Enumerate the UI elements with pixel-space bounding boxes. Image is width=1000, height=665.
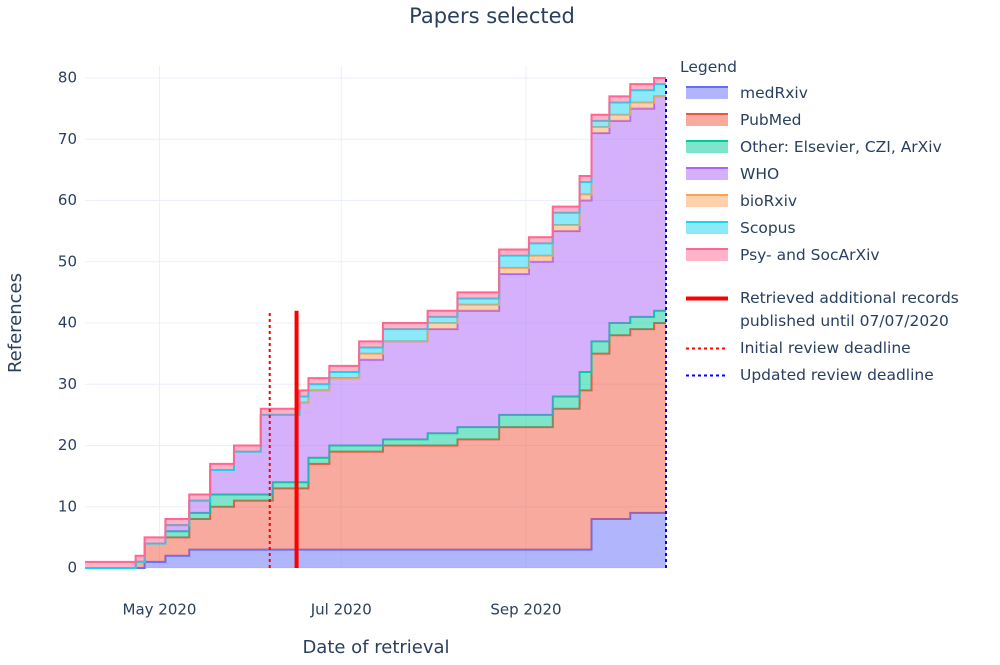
y-tick-label: 10 (58, 497, 77, 515)
legend-item[interactable]: Other: Elsevier, CZI, ArXiv (680, 136, 998, 159)
y-tick-label: 70 (58, 130, 77, 148)
legend-item[interactable]: Retrieved additional records published u… (680, 287, 998, 333)
legend-swatch (686, 248, 728, 261)
legend-item[interactable]: bioRxiv (680, 190, 998, 213)
legend-label: PubMed (740, 111, 802, 129)
legend-swatch (686, 86, 728, 99)
swatch-fill (686, 87, 728, 99)
chart-title: Papers selected (409, 4, 575, 28)
legend-swatch (686, 140, 728, 153)
y-tick-label: 0 (67, 559, 77, 577)
legend: Legend medRxiv PubMed Other: Elsevier, CZI… (680, 58, 998, 391)
legend-label: medRxiv (740, 84, 808, 102)
swatch-fill (686, 114, 728, 126)
swatch-fill (686, 249, 728, 261)
y-tick-label: 80 (58, 69, 77, 87)
area (85, 310, 666, 568)
y-tick-label: 20 (58, 436, 77, 454)
legend-label: Psy- and SocArXiv (740, 246, 880, 264)
legend-item[interactable]: Psy- and SocArXiv (680, 244, 998, 267)
legend-swatch (686, 221, 728, 234)
x-axis-title: Date of retrieval (302, 637, 449, 658)
swatch-fill (686, 222, 728, 234)
x-tick-label: Sep 2020 (490, 601, 561, 619)
legend-item[interactable]: PubMed (680, 109, 998, 132)
legend-swatch (686, 347, 728, 350)
swatch-fill (686, 141, 728, 153)
legend-label: Other: Elsevier, CZI, ArXiv (740, 138, 942, 156)
legend-label: WHO (740, 165, 780, 183)
legend-label: Initial review deadline (740, 339, 911, 357)
legend-swatch (686, 167, 728, 180)
legend-item[interactable]: Initial review deadline (680, 337, 998, 360)
legend-swatch (686, 296, 728, 301)
y-tick-label: 40 (58, 314, 77, 332)
legend-label: bioRxiv (740, 192, 798, 210)
legend-item[interactable]: Updated review deadline (680, 364, 998, 387)
swatch-fill (686, 195, 728, 207)
area (85, 96, 666, 568)
area-line (85, 77, 666, 563)
y-tick-label: 60 (58, 191, 77, 209)
area (85, 512, 666, 568)
legend-item[interactable]: medRxiv (680, 82, 998, 105)
legend-swatch (686, 374, 728, 377)
legend-swatch (686, 113, 728, 126)
y-tick-label: 30 (58, 375, 77, 393)
legend-title: Legend (680, 58, 737, 76)
legend-item[interactable]: Scopus (680, 217, 998, 240)
swatch-fill (686, 168, 728, 180)
legend-label: Retrieved additional records published u… (740, 289, 959, 330)
x-tick-label: Jul 2020 (310, 601, 372, 619)
x-tick-label: May 2020 (123, 601, 197, 619)
legend-item[interactable]: WHO (680, 163, 998, 186)
legend-label: Scopus (740, 219, 796, 237)
y-tick-label: 50 (58, 252, 77, 270)
legend-swatch (686, 194, 728, 207)
y-axis-title: References (5, 273, 26, 373)
legend-label: Updated review deadline (740, 366, 934, 384)
